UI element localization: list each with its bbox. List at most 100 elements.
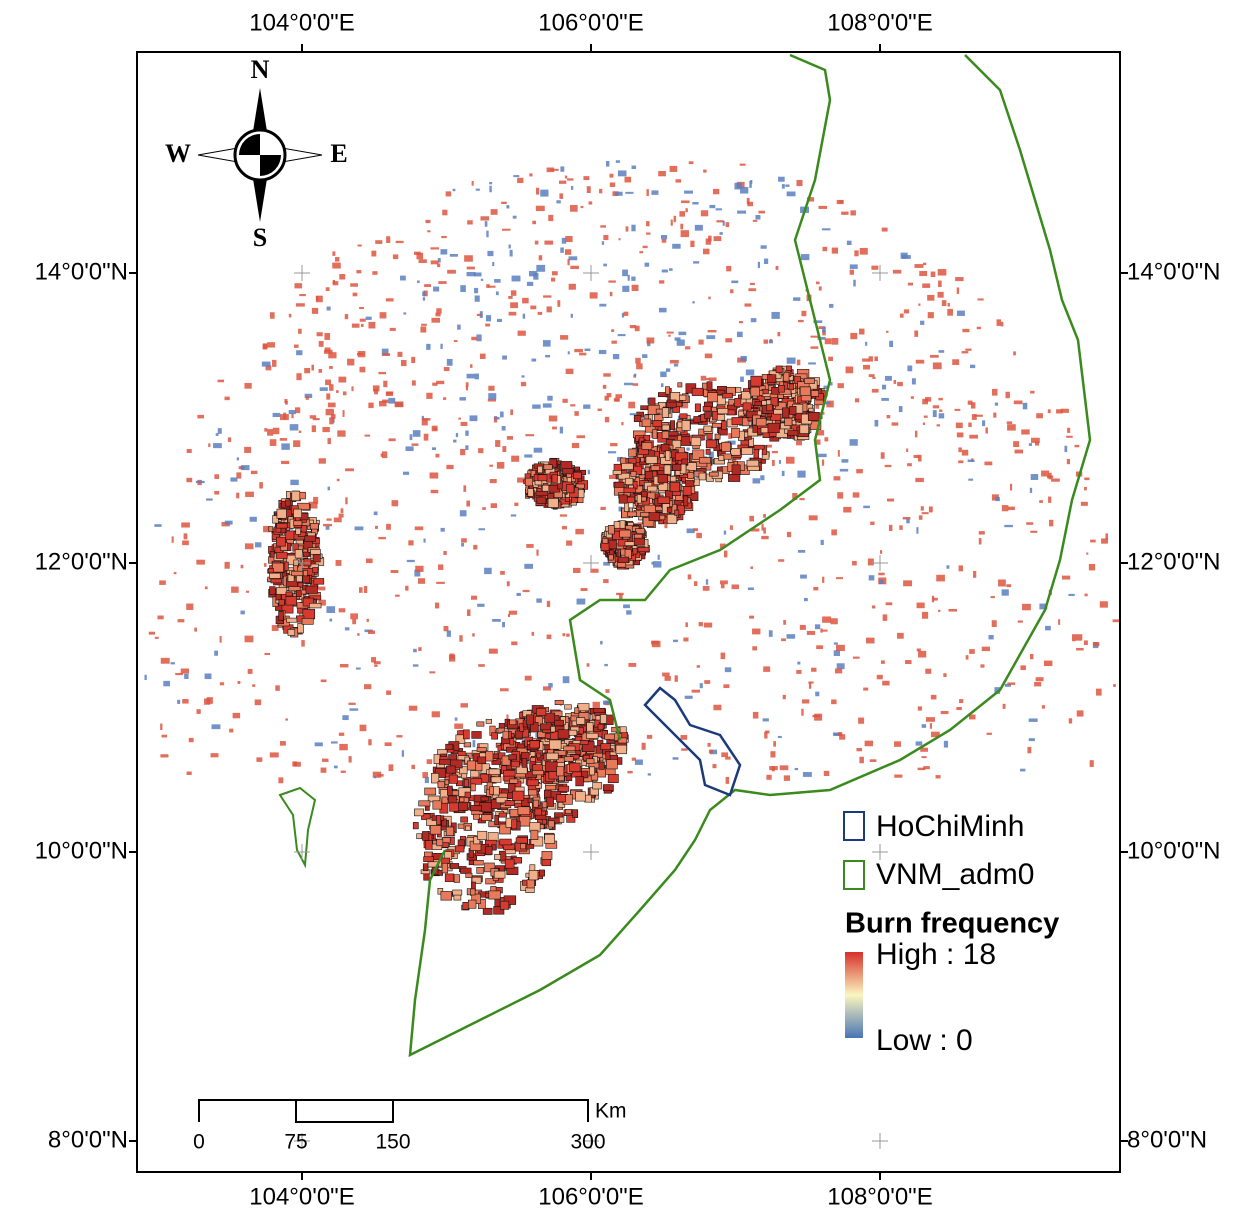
burn-pixel [666, 402, 676, 407]
burn-pixel [905, 660, 911, 664]
burn-pixel [410, 434, 413, 440]
burn-pixel [630, 325, 636, 328]
burn-pixel [433, 801, 442, 809]
burn-pixel [927, 295, 934, 301]
burn-pixel [407, 560, 415, 562]
burn-pixel [628, 663, 636, 667]
burn-pixel [761, 536, 768, 539]
burn-pixel [692, 301, 694, 303]
burn-pixel [500, 688, 509, 691]
burn-pixel [206, 498, 213, 500]
burn-pixel [374, 389, 378, 395]
burn-pixel [907, 463, 912, 466]
burn-pixel [956, 707, 961, 710]
burn-pixel [603, 235, 608, 240]
burn-pixel [422, 831, 428, 840]
burn-pixel [593, 702, 600, 708]
burn-pixel [485, 324, 490, 327]
burn-pixel [902, 255, 911, 259]
burn-pixel [212, 724, 221, 729]
burn-pixel [850, 333, 857, 339]
burn-pixel [996, 497, 1000, 501]
burn-pixel [746, 369, 754, 375]
burn-pixel [386, 690, 391, 694]
burn-pixel [587, 733, 599, 738]
burn-pixel [443, 551, 446, 555]
burn-pixel [748, 288, 756, 291]
burn-pixel [339, 608, 346, 612]
burn-pixel [548, 683, 552, 687]
burn-pixel [286, 491, 290, 498]
burn-pixel [626, 610, 631, 614]
burn-pixel [455, 717, 458, 720]
burn-pixel [1006, 584, 1011, 587]
burn-pixel [427, 759, 433, 764]
burn-pixel [819, 286, 822, 290]
burn-pixel [196, 481, 205, 483]
burn-pixel [764, 259, 768, 265]
burn-pixel [471, 806, 482, 811]
burn-pixel [431, 490, 439, 493]
burn-pixel [721, 584, 725, 588]
burn-pixel [521, 375, 524, 377]
burn-pixel [990, 596, 994, 598]
burn-pixel [465, 792, 471, 798]
burn-pixel [471, 889, 476, 895]
burn-pixel [832, 338, 838, 345]
burn-pixel [276, 587, 286, 594]
burn-pixel [871, 266, 878, 270]
burn-pixel [492, 262, 494, 266]
burn-pixel [703, 249, 709, 255]
burn-pixel [475, 295, 480, 301]
burn-pixel [552, 271, 558, 275]
burn-pixel [589, 201, 593, 204]
burn-pixel [263, 344, 268, 349]
burn-pixel [321, 768, 327, 773]
burn-pixel [1075, 634, 1082, 640]
burn-pixel [831, 699, 836, 704]
burn-pixel [551, 726, 555, 732]
burn-pixel [928, 312, 934, 318]
burn-pixel [357, 633, 359, 636]
burn-pixel [333, 280, 335, 284]
burn-pixel [510, 250, 513, 257]
burn-pixel [531, 830, 538, 839]
burn-pixel [555, 700, 563, 704]
boundaries [280, 55, 1090, 1055]
burn-pixel [654, 415, 663, 421]
burn-pixel [800, 625, 806, 630]
burn-pixel [641, 406, 648, 410]
burn-pixel [171, 662, 175, 664]
burn-pixel [911, 396, 914, 399]
burn-pixel [709, 205, 715, 208]
burn-pixel [296, 303, 305, 306]
burn-pixel [255, 542, 261, 547]
burn-pixel [494, 279, 500, 283]
burn-pixel [613, 470, 621, 474]
burn-pixel [461, 817, 468, 822]
burn-pixel [509, 312, 517, 316]
burn-pixel [822, 247, 827, 251]
burn-pixel [930, 355, 939, 358]
burn-pixel [722, 393, 732, 398]
burn-pixel [326, 526, 330, 530]
burn-pixel [502, 446, 506, 452]
burn-pixel [438, 281, 446, 284]
burn-pixel [627, 512, 636, 516]
burn-pixel [790, 406, 796, 414]
burn-pixel [375, 240, 382, 244]
burn-pixel [798, 550, 805, 553]
burn-pixel [522, 298, 529, 304]
burn-pixel [781, 638, 786, 641]
burn-pixel [620, 530, 631, 537]
burn-pixel [385, 742, 392, 746]
burn-pixel [348, 703, 355, 705]
burn-pixel [797, 662, 800, 665]
burn-pixel [1007, 421, 1012, 424]
burn-pixel [642, 419, 651, 427]
burn-pixel [512, 820, 517, 829]
burn-pixel [507, 581, 510, 586]
burn-pixel [341, 508, 344, 513]
burn-pixel [894, 775, 902, 778]
burn-pixel [611, 329, 614, 332]
